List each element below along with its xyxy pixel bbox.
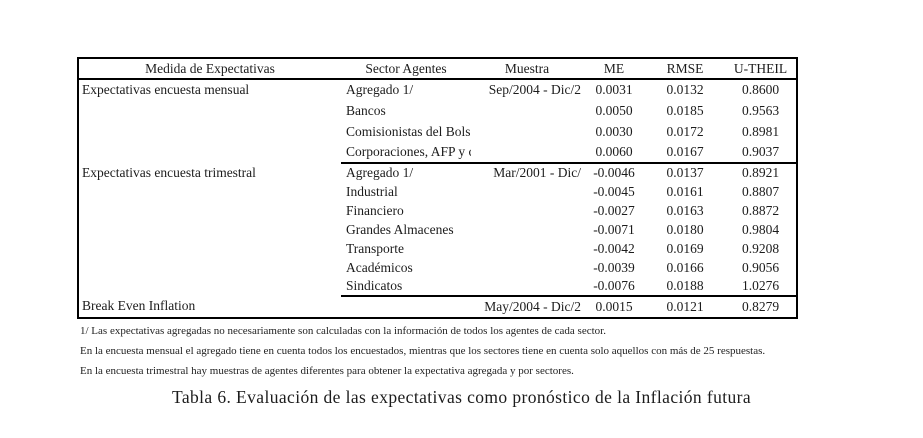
- sector-cell: [341, 296, 471, 318]
- sector-cell: Agregado 1/: [346, 165, 414, 180]
- utheil-cell: 0.8600: [741, 82, 780, 97]
- sector-cell: Sindicatos: [341, 277, 471, 297]
- me-cell: -0.0039: [593, 259, 635, 275]
- table-row: Financiero -0.0027 0.0163 0.8872: [78, 201, 797, 220]
- muestra-cell: [471, 142, 583, 164]
- me-cell: -0.0042: [593, 240, 635, 256]
- muestra-cell: [471, 220, 583, 239]
- muestra-cell: [471, 121, 583, 142]
- footnote: 1/ Las expectativas agregadas no necesar…: [80, 325, 606, 337]
- me-cell: -0.0071: [593, 221, 635, 237]
- utheil-cell: 0.8921: [741, 165, 780, 180]
- utheil-cell: 0.8279: [741, 299, 780, 314]
- me-cell: -0.0046: [593, 165, 635, 180]
- rmse-cell: 0.0137: [666, 165, 704, 180]
- utheil-cell: 0.8807: [741, 183, 780, 199]
- table-row: Transporte -0.0042 0.0169 0.9208: [78, 239, 797, 258]
- utheil-cell: 1.0276: [725, 277, 797, 297]
- me-cell: -0.0045: [593, 183, 635, 199]
- sector-cell: Grandes Almacenes: [346, 221, 454, 237]
- utheil-cell: 0.8872: [741, 202, 780, 218]
- rmse-cell: 0.0161: [666, 183, 704, 199]
- sector-cell: Corporaciones, AFP y cesantías: [341, 142, 471, 164]
- header-rmse: RMSE: [645, 58, 725, 80]
- header-u-theil: U-THEIL: [725, 58, 797, 80]
- muestra-cell: [471, 182, 583, 201]
- footnote: En la encuesta trimestral hay muestras d…: [80, 365, 574, 377]
- table-caption: Tabla 6. Evaluación de las expectativas …: [171, 387, 752, 407]
- table-row: Corporaciones, AFP y cesantías 0.0060 0.…: [78, 142, 797, 164]
- header-sector-agentes: Sector Agentes: [341, 58, 471, 80]
- me-cell: 0.0030: [595, 123, 633, 139]
- table-row: Break Even Inflation May/2004 - Dic/2 0.…: [78, 296, 797, 318]
- rmse-cell: 0.0188: [645, 277, 725, 297]
- rmse-cell: 0.0121: [666, 299, 704, 314]
- rmse-cell: 0.0185: [666, 102, 704, 118]
- header-me: ME: [583, 58, 645, 80]
- me-cell: 0.0060: [583, 142, 645, 164]
- table-row: Grandes Almacenes -0.0071 0.0180 0.9804: [78, 220, 797, 239]
- sector-cell: Bancos: [346, 102, 386, 118]
- table-row: Comisionistas del Bolsa 0.0030 0.0172 0.…: [78, 121, 797, 142]
- sector-cell: Comisionistas del Bolsa: [346, 123, 471, 139]
- me-cell: 0.0015: [595, 299, 633, 314]
- muestra-cell: [471, 201, 583, 220]
- muestra-cell: Mar/2001 - Dic/: [493, 165, 581, 180]
- muestra-cell: [471, 258, 583, 277]
- rmse-cell: 0.0132: [666, 82, 704, 97]
- table-row: Expectativas encuesta mensual Agregado 1…: [78, 79, 797, 100]
- utheil-cell: 0.8981: [741, 123, 780, 139]
- sector-cell: Financiero: [346, 202, 404, 218]
- rmse-cell: 0.0169: [666, 240, 704, 256]
- muestra-cell: May/2004 - Dic/2: [484, 299, 581, 314]
- table-row: Industrial -0.0045 0.0161 0.8807: [78, 182, 797, 201]
- sector-cell: Agregado 1/: [346, 82, 414, 97]
- rmse-cell: 0.0163: [666, 202, 704, 218]
- header-medida: Medida de Expectativas: [78, 58, 341, 80]
- muestra-cell: Sep/2004 - Dic/2: [488, 82, 581, 97]
- rmse-cell: 0.0180: [666, 221, 704, 237]
- table-row: Expectativas encuesta trimestral Agregad…: [78, 163, 797, 182]
- table-header-row: Medida de Expectativas Sector Agentes Mu…: [78, 58, 797, 80]
- measure-cell: Expectativas encuesta trimestral: [82, 165, 256, 180]
- footnotes: 1/ Las expectativas agregadas no necesar…: [80, 321, 910, 381]
- me-cell: 0.0031: [595, 82, 633, 97]
- rmse-cell: 0.0172: [666, 123, 704, 139]
- measure-cell: Expectativas encuesta mensual: [82, 82, 250, 97]
- header-muestra: Muestra: [471, 58, 583, 80]
- results-table: Medida de Expectativas Sector Agentes Mu…: [77, 57, 798, 319]
- footnote: En la encuesta mensual el agregado tiene…: [80, 345, 766, 357]
- me-cell: 0.0050: [595, 102, 633, 118]
- muestra-cell: [471, 100, 583, 121]
- sector-cell: Industrial: [346, 183, 398, 199]
- utheil-cell: 0.9037: [725, 142, 797, 164]
- utheil-cell: 0.9563: [741, 102, 780, 118]
- sector-cell: Académicos: [346, 259, 413, 275]
- table-row: Académicos -0.0039 0.0166 0.9056: [78, 258, 797, 277]
- table-row: Bancos 0.0050 0.0185 0.9563: [78, 100, 797, 121]
- utheil-cell: 0.9208: [741, 240, 780, 256]
- utheil-cell: 0.9804: [741, 221, 780, 237]
- utheil-cell: 0.9056: [741, 259, 780, 275]
- rmse-cell: 0.0167: [645, 142, 725, 164]
- rmse-cell: 0.0166: [666, 259, 704, 275]
- sector-cell: Transporte: [346, 240, 405, 256]
- me-cell: -0.0076: [583, 277, 645, 297]
- me-cell: -0.0027: [593, 202, 635, 218]
- measure-cell: Break Even Inflation: [82, 298, 196, 313]
- muestra-cell: [471, 239, 583, 258]
- table-row: Sindicatos -0.0076 0.0188 1.0276: [78, 277, 797, 297]
- muestra-cell: [471, 277, 583, 297]
